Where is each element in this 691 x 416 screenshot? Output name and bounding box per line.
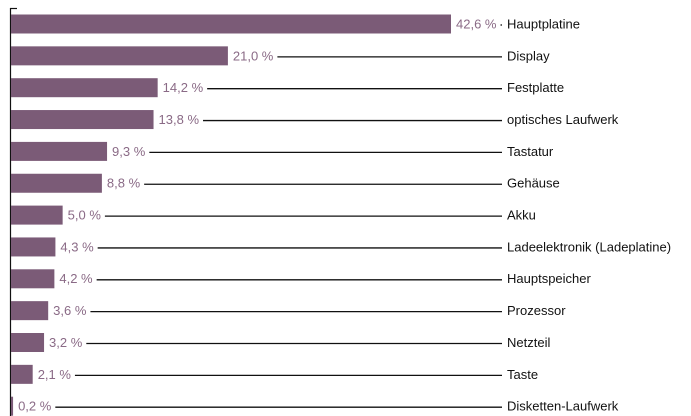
category-label: Akku [507, 208, 536, 223]
value-label: 4,2 % [59, 271, 93, 286]
bar [11, 46, 228, 66]
category-label: Disketten-Laufwerk [507, 399, 619, 414]
value-label: 21,0 % [233, 48, 274, 63]
value-label: 13,8 % [159, 112, 200, 127]
category-label: Gehäuse [507, 176, 560, 191]
bar [11, 78, 158, 98]
value-label: 14,2 % [163, 80, 204, 95]
category-label: Tastatur [507, 144, 554, 159]
bar [11, 333, 45, 352]
category-label: optisches Laufwerk [507, 112, 619, 127]
bar [11, 110, 154, 130]
bar [11, 301, 49, 321]
category-label: Hauptplatine [507, 16, 580, 31]
category-label: Hauptspeicher [507, 271, 591, 286]
bar [11, 14, 451, 34]
category-label: Display [507, 48, 550, 63]
bar [11, 269, 55, 289]
value-label: 5,0 % [68, 208, 102, 223]
value-label: 42,6 % [456, 16, 497, 31]
value-label: 3,6 % [53, 303, 87, 318]
category-label: Prozessor [507, 303, 566, 318]
bar [11, 173, 102, 193]
category-label: Taste [507, 367, 538, 382]
value-label: 3,2 % [49, 335, 83, 350]
bar [11, 205, 63, 225]
category-label: Ladeelektronik (Ladeplatine) [507, 239, 671, 254]
category-label: Festplatte [507, 80, 564, 95]
bar [11, 141, 108, 161]
value-label: 9,3 % [112, 144, 146, 159]
value-label: 8,8 % [107, 176, 141, 191]
bar [11, 396, 14, 416]
value-label: 0,2 % [18, 399, 52, 414]
bar [11, 364, 33, 384]
value-label: 2,1 % [38, 367, 72, 382]
bar [11, 237, 56, 257]
category-label: Netzteil [507, 335, 550, 350]
value-label: 4,3 % [60, 239, 94, 254]
